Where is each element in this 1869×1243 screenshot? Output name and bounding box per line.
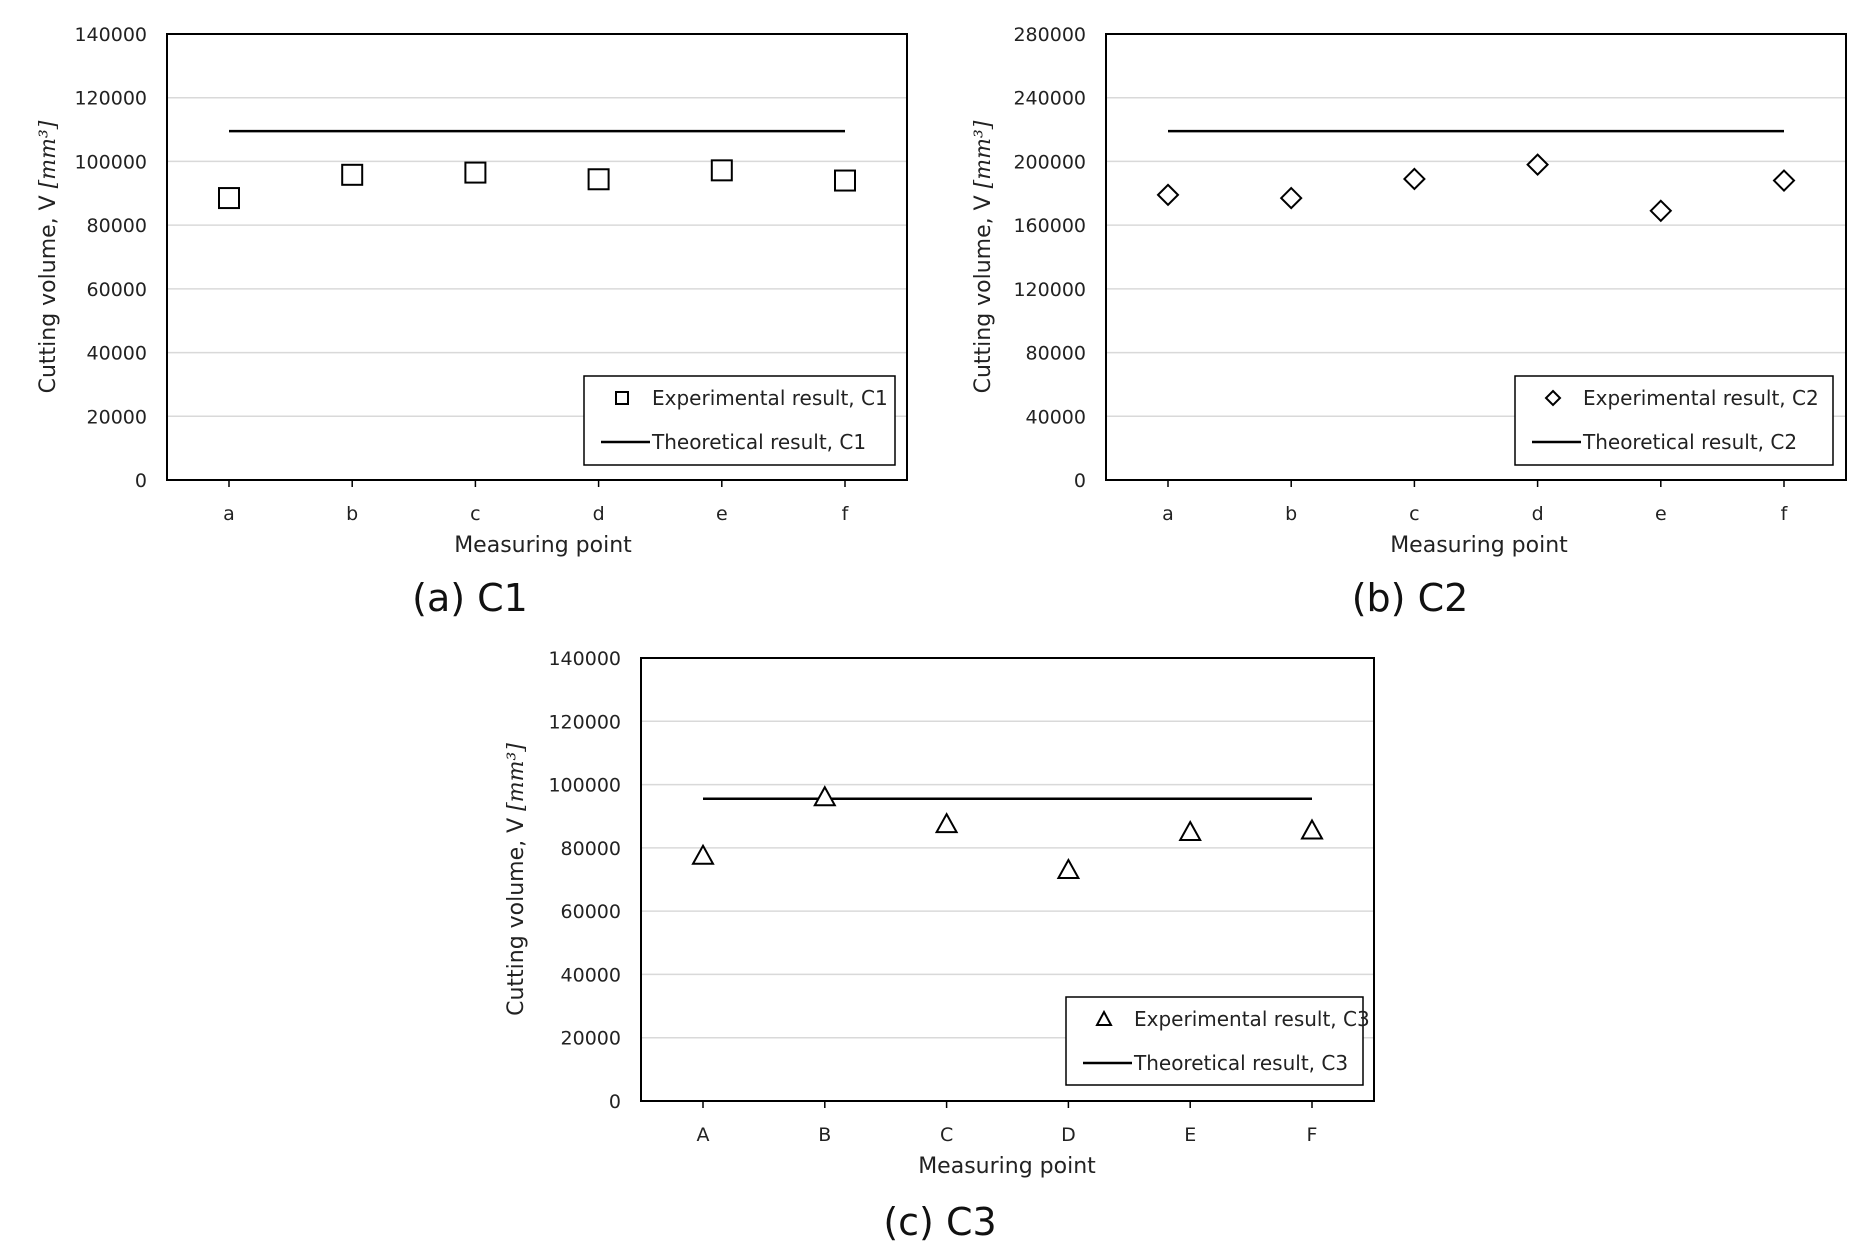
y-tick-label: 80000 (87, 215, 147, 237)
chart-2: 0 40000 80000 120000 160000 200000 240000 28000… (971, 24, 1847, 620)
data-point (1300, 818, 1324, 840)
data-point (464, 161, 487, 184)
y-axis-unit: [mm³] (504, 743, 529, 811)
y-tick-label: 120000 (548, 711, 621, 733)
data-point (341, 163, 364, 186)
y-tick-label: 60000 (561, 901, 621, 923)
x-tick-label: a (1162, 503, 1174, 525)
data-point (1772, 169, 1796, 192)
y-axis-label: Cutting volume, V [mm³] (36, 120, 61, 393)
legend-marker (615, 391, 629, 405)
legend-label: Experimental result, C1 (652, 386, 888, 410)
y-tick-label: 200000 (1013, 151, 1086, 173)
legend-label: Theoretical result, C1 (651, 430, 866, 454)
y-tick-label: 0 (135, 470, 147, 492)
y-tick-label: 160000 (1013, 215, 1086, 237)
data-point (1178, 819, 1202, 842)
y-tick-label: 60000 (87, 279, 147, 301)
data-point (691, 843, 715, 865)
y-tick-label: 120000 (74, 88, 147, 110)
chart-3: 0 20000 40000 60000 80000 100000 120000 140000 A… (504, 648, 1375, 1243)
y-axis-label-text: Cutting volume, V (504, 811, 529, 1016)
x-axis-label: Measuring point (1390, 533, 1568, 558)
y-tick-label: 280000 (1013, 24, 1086, 46)
data-point (834, 169, 856, 192)
data-point (587, 168, 610, 191)
chart-caption: (a) C1 (412, 576, 528, 620)
plot-frame (1105, 33, 1847, 481)
legend-label: Theoretical result, C3 (1133, 1051, 1348, 1075)
x-tick-label: E (1184, 1124, 1196, 1146)
x-tick-label: e (1655, 503, 1667, 525)
x-tick-label: F (1307, 1124, 1318, 1146)
x-tick-label: C (940, 1124, 953, 1146)
plot-frame (166, 33, 908, 481)
data-point (1526, 153, 1550, 177)
y-axis-unit: [mm³] (36, 120, 61, 188)
data-point (1156, 183, 1180, 207)
y-tick-label: 240000 (1013, 88, 1086, 110)
y-tick-label: 40000 (1026, 406, 1086, 428)
data-point (1056, 857, 1081, 880)
y-tick-label: 140000 (548, 648, 621, 670)
y-tick-label: 100000 (74, 151, 147, 173)
y-axis-label-text: Cutting volume, V (971, 188, 996, 393)
y-axis-label: Cutting volume, V [mm³] (504, 743, 529, 1016)
x-axis-label: Measuring point (454, 533, 632, 558)
legend: Experimental result, C1 Theoretical resul… (583, 375, 896, 466)
y-tick-label: 40000 (87, 343, 147, 365)
x-axis-label: Measuring point (918, 1154, 1096, 1179)
data-point (710, 159, 733, 182)
y-tick-label: 140000 (74, 24, 147, 46)
legend-label: Experimental result, C3 (1134, 1007, 1370, 1031)
legend-label: Theoretical result, C2 (1582, 430, 1797, 454)
chart-caption: (b) C2 (1352, 576, 1469, 620)
data-point (813, 785, 837, 807)
data-point (218, 187, 240, 210)
y-tick-label: 0 (1074, 470, 1086, 492)
x-tick-label: a (223, 503, 235, 525)
y-axis-label-text: Cutting volume, V (36, 188, 61, 393)
legend-marker (1544, 389, 1562, 407)
legend: Experimental result, C2 Theoretical resul… (1514, 375, 1834, 466)
x-tick-label: b (1285, 503, 1297, 525)
y-tick-label: 20000 (87, 406, 147, 428)
legend-box (583, 375, 896, 466)
x-tick-label: d (1532, 503, 1544, 525)
x-tick-label: c (470, 503, 480, 525)
x-tick-label: A (697, 1124, 710, 1146)
x-tick-label: d (593, 503, 605, 525)
legend-label: Experimental result, C2 (1583, 386, 1819, 410)
y-tick-label: 0 (609, 1091, 621, 1113)
x-tick-label: D (1061, 1124, 1076, 1146)
legend: Experimental result, C3 Theoretical resul… (1065, 996, 1370, 1086)
legend-box (1514, 375, 1834, 466)
x-tick-label: B (818, 1124, 831, 1146)
x-tick-label: f (842, 503, 850, 525)
y-tick-label: 80000 (561, 838, 621, 860)
data-point (1649, 199, 1673, 223)
legend-marker (1095, 1009, 1113, 1026)
y-tick-label: 40000 (561, 964, 621, 986)
data-point (934, 812, 959, 834)
data-point (1279, 186, 1303, 210)
legend-box (1065, 996, 1364, 1086)
data-point (1402, 167, 1426, 191)
x-tick-label: c (1409, 503, 1419, 525)
y-tick-label: 20000 (561, 1028, 621, 1050)
y-tick-label: 120000 (1013, 279, 1086, 301)
x-tick-label: b (346, 503, 358, 525)
x-tick-label: e (716, 503, 728, 525)
chart-caption: (c) C3 (883, 1200, 996, 1243)
x-tick-label: f (1781, 503, 1789, 525)
y-tick-label: 80000 (1026, 343, 1086, 365)
y-tick-label: 100000 (548, 775, 621, 797)
plot-frame (640, 657, 1375, 1102)
y-axis-unit: [mm³] (971, 120, 996, 188)
y-axis-label: Cutting volume, V [mm³] (971, 120, 996, 393)
chart-1: 0 20000 40000 60000 80000 100000 120000 140000 a… (36, 24, 908, 620)
